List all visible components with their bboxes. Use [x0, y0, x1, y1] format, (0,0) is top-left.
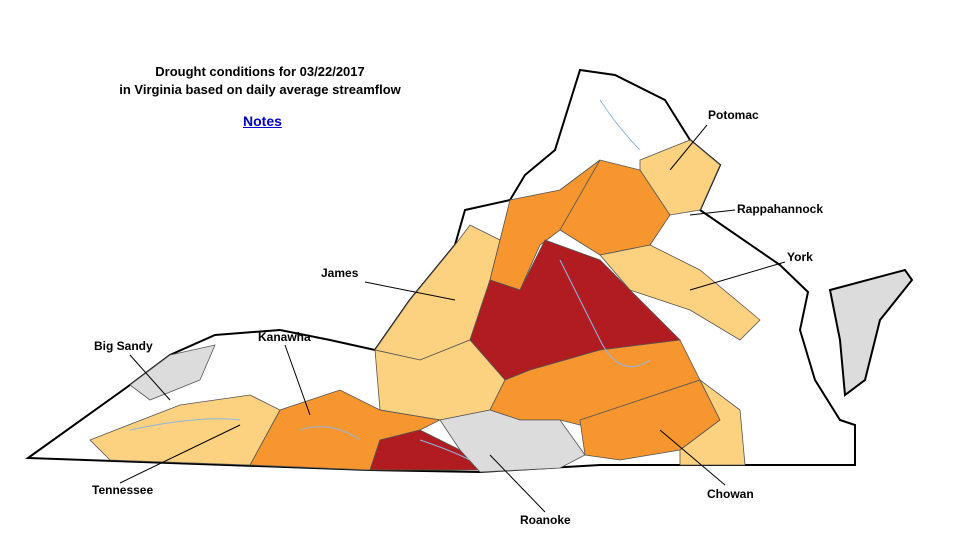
region-severe [559, 159, 671, 256]
leader-line [689, 209, 736, 216]
river [599, 99, 641, 151]
region-extreme [369, 429, 481, 471]
basin-label: York [787, 250, 813, 264]
leader-line [364, 281, 456, 301]
leader-line [669, 124, 708, 171]
river [299, 426, 361, 441]
eastern-shore [828, 268, 914, 397]
region-normal-low [129, 344, 216, 401]
notes-link[interactable]: Notes [243, 113, 282, 129]
subtitle: in Virginia based on daily average strea… [119, 82, 401, 97]
river [559, 259, 651, 368]
basin-label: Big Sandy [94, 339, 153, 353]
leader-line [659, 429, 726, 486]
basin-label: James [321, 266, 359, 280]
leader-line [129, 354, 171, 401]
leader-line [119, 424, 241, 484]
basin-label: Rappahannock [737, 202, 823, 216]
title: Drought conditions for 03/22/2017 [155, 64, 365, 79]
region-moderate [89, 394, 281, 466]
basin-label: Kanawha [258, 330, 311, 344]
leader-line [689, 261, 786, 291]
river [419, 439, 471, 461]
region-moderate [679, 379, 746, 466]
leader-line [489, 454, 546, 513]
leader-line [284, 344, 311, 416]
region-normal-low [439, 409, 586, 473]
region-moderate [599, 244, 761, 341]
basin-label: Potomac [708, 108, 759, 122]
basin-label: Roanoke [520, 513, 571, 527]
basin-label: Chowan [707, 487, 754, 501]
basin-label: Tennessee [92, 483, 153, 497]
river [129, 418, 241, 431]
